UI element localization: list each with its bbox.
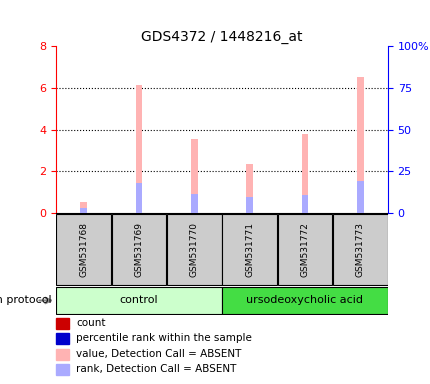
Bar xyxy=(56,333,69,344)
Bar xyxy=(301,134,307,213)
Text: GSM531772: GSM531772 xyxy=(300,222,309,277)
Bar xyxy=(301,195,307,213)
Bar xyxy=(80,202,87,213)
Bar xyxy=(56,364,69,375)
FancyBboxPatch shape xyxy=(111,214,166,285)
FancyBboxPatch shape xyxy=(332,214,387,285)
FancyBboxPatch shape xyxy=(222,214,276,285)
Text: GSM531771: GSM531771 xyxy=(245,222,254,277)
Bar xyxy=(246,164,252,213)
FancyBboxPatch shape xyxy=(56,286,221,314)
Bar xyxy=(356,181,363,213)
Text: count: count xyxy=(76,318,105,328)
Bar xyxy=(190,194,197,213)
Text: rank, Detection Call = ABSENT: rank, Detection Call = ABSENT xyxy=(76,364,236,374)
FancyBboxPatch shape xyxy=(56,214,111,285)
Text: GSM531770: GSM531770 xyxy=(189,222,198,277)
Bar xyxy=(135,85,142,213)
Bar xyxy=(246,197,252,213)
Bar xyxy=(135,183,142,213)
FancyBboxPatch shape xyxy=(221,286,387,314)
Text: GSM531769: GSM531769 xyxy=(134,222,143,277)
Text: percentile rank within the sample: percentile rank within the sample xyxy=(76,333,251,343)
Bar xyxy=(356,78,363,213)
Text: ursodeoxycholic acid: ursodeoxycholic acid xyxy=(246,295,362,306)
Bar xyxy=(56,349,69,360)
Title: GDS4372 / 1448216_at: GDS4372 / 1448216_at xyxy=(141,30,302,44)
Text: control: control xyxy=(120,295,158,306)
Text: value, Detection Call = ABSENT: value, Detection Call = ABSENT xyxy=(76,349,241,359)
Text: GSM531773: GSM531773 xyxy=(355,222,364,277)
FancyBboxPatch shape xyxy=(277,214,332,285)
Text: growth protocol: growth protocol xyxy=(0,295,52,306)
Bar xyxy=(190,139,197,213)
Bar xyxy=(80,208,87,213)
Text: GSM531768: GSM531768 xyxy=(79,222,88,277)
Bar xyxy=(56,318,69,329)
FancyBboxPatch shape xyxy=(166,214,221,285)
